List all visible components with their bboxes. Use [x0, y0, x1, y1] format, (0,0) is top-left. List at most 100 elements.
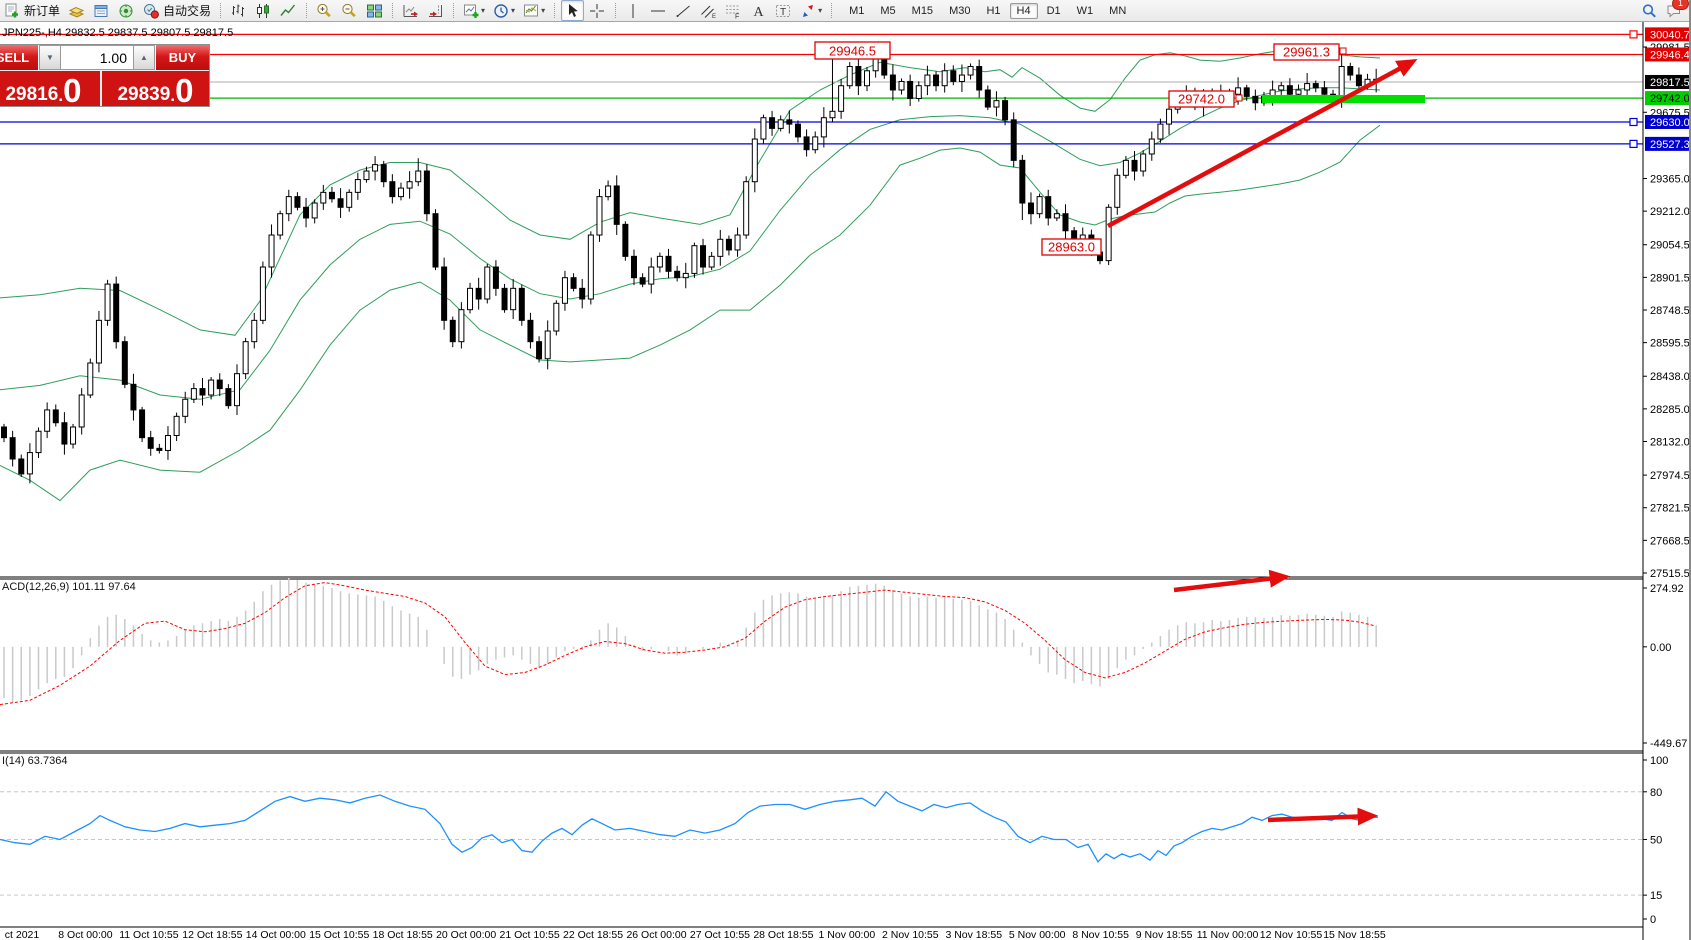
candle-body	[1036, 196, 1043, 215]
timeframe-button-M30[interactable]: M30	[949, 4, 971, 17]
price-annotation-box[interactable]	[1168, 90, 1235, 108]
arrows-button[interactable]: ▾	[797, 0, 825, 21]
volume-down-button[interactable]: ▼	[39, 45, 61, 70]
annotation-handle[interactable]	[1235, 94, 1243, 102]
timeframe-button-H1[interactable]: H1	[986, 4, 1001, 17]
price-annotation-box[interactable]	[814, 41, 891, 60]
candle-body	[1140, 153, 1147, 172]
navigator-button[interactable]	[115, 0, 138, 21]
bar-chart-button[interactable]	[227, 0, 250, 21]
macd-scale-label: -449.67	[1650, 738, 1687, 750]
chevron-down-icon[interactable]: ▾	[481, 6, 486, 15]
trendline-button[interactable]	[672, 0, 695, 21]
candle-body	[9, 437, 16, 460]
price-badge-label: 29817.5	[1650, 77, 1690, 89]
price-annotation-box[interactable]	[1041, 238, 1102, 256]
auto-scroll-button[interactable]	[399, 0, 422, 21]
fibonacci-button[interactable]: F	[722, 0, 745, 21]
text-label-button[interactable]: T	[772, 0, 795, 21]
auto-trading-button[interactable]: 自动交易	[140, 0, 214, 21]
horizontal-line-button[interactable]	[647, 0, 670, 21]
line-handle[interactable]	[1629, 139, 1638, 148]
rsi-line[interactable]	[0, 790, 1378, 863]
candle-body	[639, 277, 646, 285]
candle-body	[838, 85, 845, 112]
arrows-icon	[800, 3, 817, 19]
candlestick-chart-button[interactable]	[252, 0, 275, 21]
timeframe-button-H4[interactable]: H4	[1009, 2, 1038, 19]
trend-arrow[interactable]	[1173, 569, 1291, 593]
window-border	[1689, 0, 1691, 940]
main-toolbar: 新订单 自动交易 ▾ ▾ ▾ E F A T ▾ M1 M5 M15 M30 H1 H4 D1 W1 MN 1	[0, 0, 1691, 22]
time-label: 12 Oct 18:55	[182, 929, 242, 940]
bollinger-upper-band[interactable]	[0, 50, 1381, 336]
line-chart-button[interactable]	[277, 0, 300, 21]
price-tick-label: 28901.5	[1650, 272, 1690, 284]
time-label: 12 Nov 10:55	[1260, 929, 1323, 940]
candle-body	[898, 80, 905, 91]
buy-price[interactable]: 29839. 0	[101, 71, 209, 107]
cursor-button[interactable]	[561, 0, 585, 21]
buy-button[interactable]: BUY	[155, 45, 209, 70]
macd-indicator-label: ACD(12,26,9) 101.11 97.64	[2, 581, 136, 593]
search-icon	[1641, 3, 1658, 19]
zoom-out-button[interactable]	[338, 0, 361, 21]
price-annotation-box[interactable]	[1273, 43, 1340, 61]
zoom-in-icon	[316, 3, 333, 19]
candle-body	[1027, 202, 1034, 215]
vertical-line-button[interactable]	[622, 0, 645, 21]
templates-button[interactable]: ▾	[520, 0, 548, 21]
time-label: 3 Nov 18:55	[945, 929, 1002, 940]
candle-body	[751, 138, 758, 183]
candle-body	[1243, 87, 1250, 97]
trend-arrow[interactable]	[1267, 807, 1379, 826]
new-order-button[interactable]: 新订单	[1, 0, 63, 21]
new-chart-button[interactable]: ▾	[460, 0, 488, 21]
crosshair-button[interactable]	[586, 0, 609, 21]
macd-signal-line[interactable]	[0, 582, 1376, 706]
candle-body	[544, 330, 551, 360]
search-button[interactable]	[1638, 0, 1661, 21]
volume-input[interactable]: 1.00	[61, 45, 133, 70]
layers-button[interactable]	[65, 0, 88, 21]
candle-body	[164, 435, 171, 451]
tile-windows-button[interactable]	[363, 0, 386, 21]
chevron-down-icon[interactable]: ▾	[541, 6, 546, 15]
sell-button[interactable]: SELL	[0, 45, 39, 70]
timeframe-button-M5[interactable]: M5	[880, 4, 896, 17]
toolbar-separator	[554, 3, 556, 18]
bollinger-middle-band[interactable]	[0, 87, 1381, 400]
candle-body	[1295, 89, 1302, 95]
line-handle[interactable]	[1629, 30, 1638, 39]
candle-body	[665, 255, 672, 272]
new-order-icon	[4, 3, 21, 19]
market-watch-button[interactable]	[90, 0, 113, 21]
annotation-handle[interactable]	[1339, 47, 1347, 55]
trend-arrow[interactable]	[1106, 59, 1418, 228]
zoom-in-button[interactable]	[313, 0, 336, 21]
timeframe-button-M15[interactable]: M15	[911, 4, 934, 17]
sell-price[interactable]: 29816. 0	[0, 71, 100, 107]
candle-body	[536, 341, 543, 360]
candle-body	[1045, 196, 1052, 219]
candle-body	[363, 170, 370, 181]
price-tick-label: 29365.0	[1650, 174, 1690, 186]
chevron-down-icon[interactable]: ▾	[818, 6, 823, 15]
timeframe-button-M1[interactable]: M1	[849, 4, 865, 17]
timeframe-button-MN[interactable]: MN	[1109, 4, 1127, 17]
sell-price-main: 29816	[5, 84, 59, 105]
candle-body	[78, 394, 85, 428]
timeframe-button-W1[interactable]: W1	[1076, 4, 1094, 17]
timeframe-button-D1[interactable]: D1	[1046, 4, 1061, 17]
svg-text:T: T	[780, 7, 786, 18]
volume-up-button[interactable]: ▲	[133, 45, 155, 70]
line-handle[interactable]	[1629, 117, 1638, 127]
notifications-button[interactable]: 1	[1663, 0, 1689, 21]
text-button[interactable]: A	[747, 0, 770, 21]
chart-shift-button[interactable]	[424, 0, 447, 21]
equidistant-channel-button[interactable]: E	[697, 0, 720, 21]
periods-button[interactable]: ▾	[490, 0, 518, 21]
chevron-down-icon[interactable]: ▾	[511, 6, 516, 15]
bollinger-lower-band[interactable]	[0, 124, 1381, 502]
